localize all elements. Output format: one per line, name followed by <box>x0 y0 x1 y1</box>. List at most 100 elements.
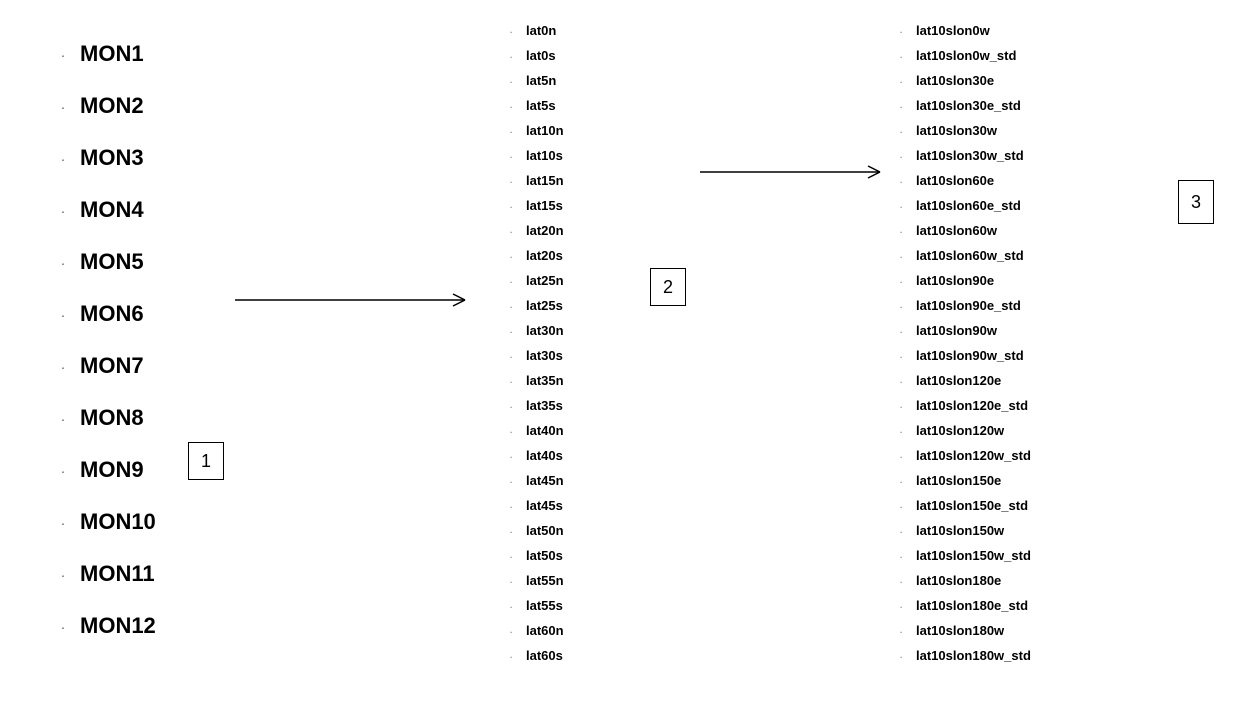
latlon-label: lat10slon150e <box>916 473 1001 488</box>
bullet-dot: . <box>510 376 516 385</box>
lat-label: lat10n <box>526 123 564 138</box>
month-item: .MON10 <box>60 496 156 548</box>
month-item: . MON8 <box>60 392 156 444</box>
latlon-item: .lat10slon60e_std <box>900 193 1031 218</box>
latlon-label: lat10slon180e <box>916 573 1001 588</box>
bullet-dot: . <box>900 451 906 460</box>
bullet-dot: . <box>510 201 516 210</box>
latlon-label: lat10slon90e_std <box>916 298 1021 313</box>
lat-item: .lat50s <box>510 543 564 568</box>
latlon-label: lat10slon150w <box>916 523 1004 538</box>
bullet-dot: . <box>900 351 906 360</box>
lat-item: . lat5n <box>510 68 564 93</box>
latlon-label: lat10slon60w <box>916 223 997 238</box>
latlon-item: .lat10slon120e_std <box>900 393 1031 418</box>
lat-item: .lat10n <box>510 118 564 143</box>
bullet-dot: . <box>510 576 516 585</box>
lat-label: lat40n <box>526 423 564 438</box>
month-label: MON8 <box>80 405 144 431</box>
latlon-label: lat10slon150w_std <box>916 548 1031 563</box>
bullet-dot: . <box>900 101 906 110</box>
bullet-dot: . <box>900 201 906 210</box>
month-label: MON4 <box>80 197 144 223</box>
lat-label: lat5n <box>526 73 556 88</box>
latlon-label: lat10slon30e <box>916 73 994 88</box>
box-2: 2 <box>650 268 686 306</box>
latlon-item: .lat10slon30w <box>900 118 1031 143</box>
column-2-latitudes: .lat0n.lat0s.lat5n.lat5s.lat10n.lat10s.l… <box>510 18 564 668</box>
bullet-dot: . <box>900 176 906 185</box>
latlon-item: .lat10slon90w <box>900 318 1031 343</box>
latlon-item: . lat10slon30e_std <box>900 93 1031 118</box>
latlon-item: .lat10slon150e_std <box>900 493 1031 518</box>
bullet-dot: . <box>60 257 66 268</box>
lat-label: lat45s <box>526 498 563 513</box>
latlon-label: lat10slon120w <box>916 423 1004 438</box>
month-item: . MON11 <box>60 548 156 600</box>
lat-label: lat60n <box>526 623 564 638</box>
lat-label: lat10s <box>526 148 563 163</box>
latlon-label: lat10slon30e_std <box>916 98 1021 113</box>
lat-label: lat15n <box>526 173 564 188</box>
month-item: .MON2 <box>60 80 156 132</box>
lat-item: .lat30n <box>510 318 564 343</box>
month-item: .MON3 <box>60 132 156 184</box>
column-3-latlon: .lat10slon0w.lat10slon0w_std.lat10slon30… <box>900 18 1031 668</box>
bullet-dot: . <box>60 569 66 580</box>
bullet-dot: . <box>900 376 906 385</box>
month-item: .MON12 <box>60 600 156 652</box>
latlon-item: .lat10slon150w_std <box>900 543 1031 568</box>
bullet-dot: . <box>510 601 516 610</box>
bullet-dot: . <box>900 301 906 310</box>
lat-item: . lat55n <box>510 568 564 593</box>
bullet-dot: . <box>900 651 906 660</box>
bullet-dot: . <box>900 76 906 85</box>
latlon-item: .lat10slon0w_std <box>900 43 1031 68</box>
month-item: .MON1 <box>60 28 156 80</box>
latlon-item: .lat10slon120w <box>900 418 1031 443</box>
lat-item: .lat40s <box>510 443 564 468</box>
month-label: MON3 <box>80 145 144 171</box>
box-1: 1 <box>188 442 224 480</box>
lat-label: lat35n <box>526 373 564 388</box>
bullet-dot: . <box>60 49 66 60</box>
bullet-dot: . <box>60 413 66 424</box>
latlon-label: lat10slon90e <box>916 273 994 288</box>
bullet-dot: . <box>60 517 66 528</box>
bullet-dot: . <box>510 276 516 285</box>
lat-item: .lat20n <box>510 218 564 243</box>
month-item: .MON7 <box>60 340 156 392</box>
month-label: MON11 <box>80 561 155 587</box>
lat-label: lat0s <box>526 48 556 63</box>
lat-label: lat20s <box>526 248 563 263</box>
box-3-label: 3 <box>1191 192 1201 213</box>
latlon-item: . lat10slon60e <box>900 168 1031 193</box>
bullet-dot: . <box>900 526 906 535</box>
lat-label: lat55n <box>526 573 564 588</box>
bullet-dot: . <box>900 151 906 160</box>
bullet-dot: . <box>900 326 906 335</box>
month-label: MON5 <box>80 249 144 275</box>
lat-item: .lat50n <box>510 518 564 543</box>
bullet-dot: . <box>60 205 66 216</box>
latlon-label: lat10slon180e_std <box>916 598 1028 613</box>
bullet-dot: . <box>900 51 906 60</box>
latlon-item: .lat10slon180e <box>900 568 1031 593</box>
month-label: MON6 <box>80 301 144 327</box>
bullet-dot: . <box>510 526 516 535</box>
latlon-item: . lat10slon150w <box>900 518 1031 543</box>
lat-label: lat30n <box>526 323 564 338</box>
bullet-dot: . <box>900 601 906 610</box>
latlon-label: lat10slon60e <box>916 173 994 188</box>
latlon-label: lat10slon150e_std <box>916 498 1028 513</box>
month-label: MON12 <box>80 613 156 639</box>
bullet-dot: . <box>510 76 516 85</box>
month-item: .MON9 <box>60 444 156 496</box>
lat-label: lat50s <box>526 548 563 563</box>
latlon-label: lat10slon30w <box>916 123 997 138</box>
latlon-item: .lat10slon150e <box>900 468 1031 493</box>
lat-label: lat15s <box>526 198 563 213</box>
bullet-dot: . <box>60 309 66 320</box>
latlon-label: lat10slon120w_std <box>916 448 1031 463</box>
latlon-item: .lat10slon180w <box>900 618 1031 643</box>
